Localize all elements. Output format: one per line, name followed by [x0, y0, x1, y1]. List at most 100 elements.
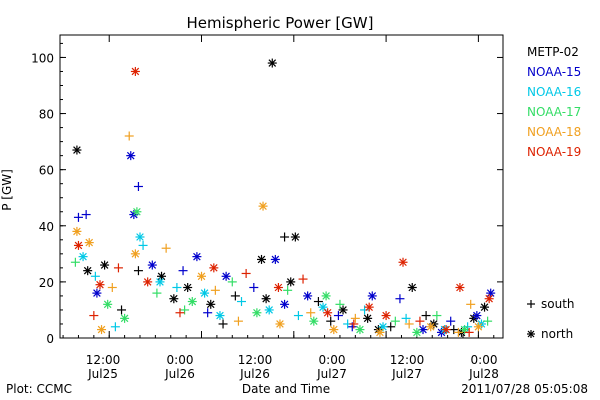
- data-point: [355, 325, 365, 335]
- y-tick-label: 0: [46, 332, 54, 346]
- data-point: [318, 302, 328, 312]
- data-point: [90, 271, 100, 281]
- data-point: [432, 311, 442, 321]
- x-axis-ticks: 12:00Jul250:00Jul2612:00Jul260:00Jul2712…: [62, 35, 499, 381]
- data-point: [415, 316, 425, 326]
- data-point: [364, 302, 374, 312]
- data-point: [210, 285, 220, 295]
- data-point: [126, 151, 136, 161]
- data-point: [124, 131, 134, 141]
- x-tick-time-label: 12:00: [86, 353, 121, 367]
- data-point: [375, 327, 385, 337]
- data-point: [252, 308, 262, 318]
- data-point: [386, 322, 396, 332]
- plot-frame: [59, 34, 504, 339]
- data-point: [441, 325, 451, 335]
- data-point: [203, 308, 213, 318]
- data-point: [446, 316, 456, 326]
- data-point: [273, 283, 283, 292]
- data-point: [100, 260, 110, 270]
- data-point: [110, 322, 120, 332]
- data-point: [280, 232, 290, 242]
- y-tick-label: 100: [31, 51, 54, 65]
- data-point: [407, 283, 417, 292]
- data-point: [267, 58, 277, 68]
- data-point: [258, 201, 268, 211]
- data-point: [286, 277, 296, 287]
- data-point: [466, 299, 476, 309]
- data-point: [306, 308, 316, 318]
- data-point: [367, 291, 377, 301]
- data-point: [172, 283, 182, 292]
- data-point: [221, 271, 231, 281]
- legend-entry: METP-02: [527, 45, 579, 59]
- x-tick-time-label: 0:00: [319, 353, 346, 367]
- data-point: [78, 252, 88, 262]
- x-tick-time-label: 12:00: [390, 353, 425, 367]
- data-point: [270, 254, 280, 264]
- data-point: [326, 316, 336, 326]
- data-point: [283, 285, 293, 295]
- hemisphere-legend: south north: [527, 297, 575, 341]
- data-point: [230, 291, 240, 301]
- data-point: [97, 325, 107, 335]
- data-point: [298, 274, 308, 284]
- data-point: [73, 212, 83, 222]
- data-point: [84, 238, 94, 248]
- y-axis-label: P [GW]: [0, 169, 14, 211]
- data-point: [338, 305, 348, 315]
- chart-title: Hemispheric Power [GW]: [187, 14, 374, 32]
- x-tick-date-label: Jul26: [164, 367, 195, 381]
- data-point: [117, 305, 127, 315]
- data-point: [480, 302, 490, 312]
- data-point: [132, 207, 142, 217]
- data-point: [233, 316, 243, 326]
- x-tick-date-label: Jul28: [468, 367, 499, 381]
- data-point: [486, 288, 496, 298]
- x-tick-time-label: 0:00: [471, 353, 498, 367]
- data-point: [472, 311, 482, 321]
- data-point: [349, 319, 359, 329]
- data-point: [133, 182, 143, 191]
- data-point: [200, 288, 210, 298]
- data-point: [157, 271, 167, 281]
- data-point: [404, 319, 414, 329]
- data-point: [390, 316, 400, 326]
- y-tick-label: 20: [39, 276, 54, 290]
- data-point: [175, 308, 185, 318]
- data-point: [313, 297, 323, 307]
- data-point: [183, 283, 193, 292]
- legend-entry: NOAA-16: [527, 85, 581, 99]
- data-point: [473, 322, 483, 332]
- legend: METP-02 NOAA-15 NOAA-16 NOAA-17 NOAA-18 NOAA-…: [527, 45, 581, 159]
- data-point: [206, 299, 216, 309]
- data-point: [360, 305, 370, 315]
- data-point: [95, 280, 105, 290]
- data-point: [83, 266, 93, 276]
- data-point: [113, 263, 123, 273]
- data-point: [209, 263, 219, 273]
- y-tick-label: 80: [39, 108, 54, 122]
- legend-entry: NOAA-17: [527, 105, 581, 119]
- data-point: [257, 254, 267, 264]
- x-tick-time-label: 12:00: [238, 353, 273, 367]
- hemisphere-legend-label: south: [541, 297, 575, 311]
- data-point: [92, 288, 102, 298]
- hemisphere-legend-label: north: [541, 327, 573, 341]
- data-point: [449, 325, 459, 335]
- data-point: [218, 319, 228, 329]
- data-point: [107, 283, 117, 292]
- data-point: [161, 243, 171, 253]
- data-point: [421, 311, 431, 321]
- data-point: [275, 319, 285, 329]
- legend-entry: NOAA-15: [527, 65, 581, 79]
- data-point: [241, 268, 251, 278]
- data-point: [401, 313, 411, 323]
- data-point: [135, 232, 145, 242]
- data-point: [197, 271, 207, 281]
- y-tick-label: 40: [39, 220, 54, 234]
- x-tick-date-label: Jul27: [316, 367, 347, 381]
- y-tick-label: 60: [39, 164, 54, 178]
- data-point: [130, 249, 140, 259]
